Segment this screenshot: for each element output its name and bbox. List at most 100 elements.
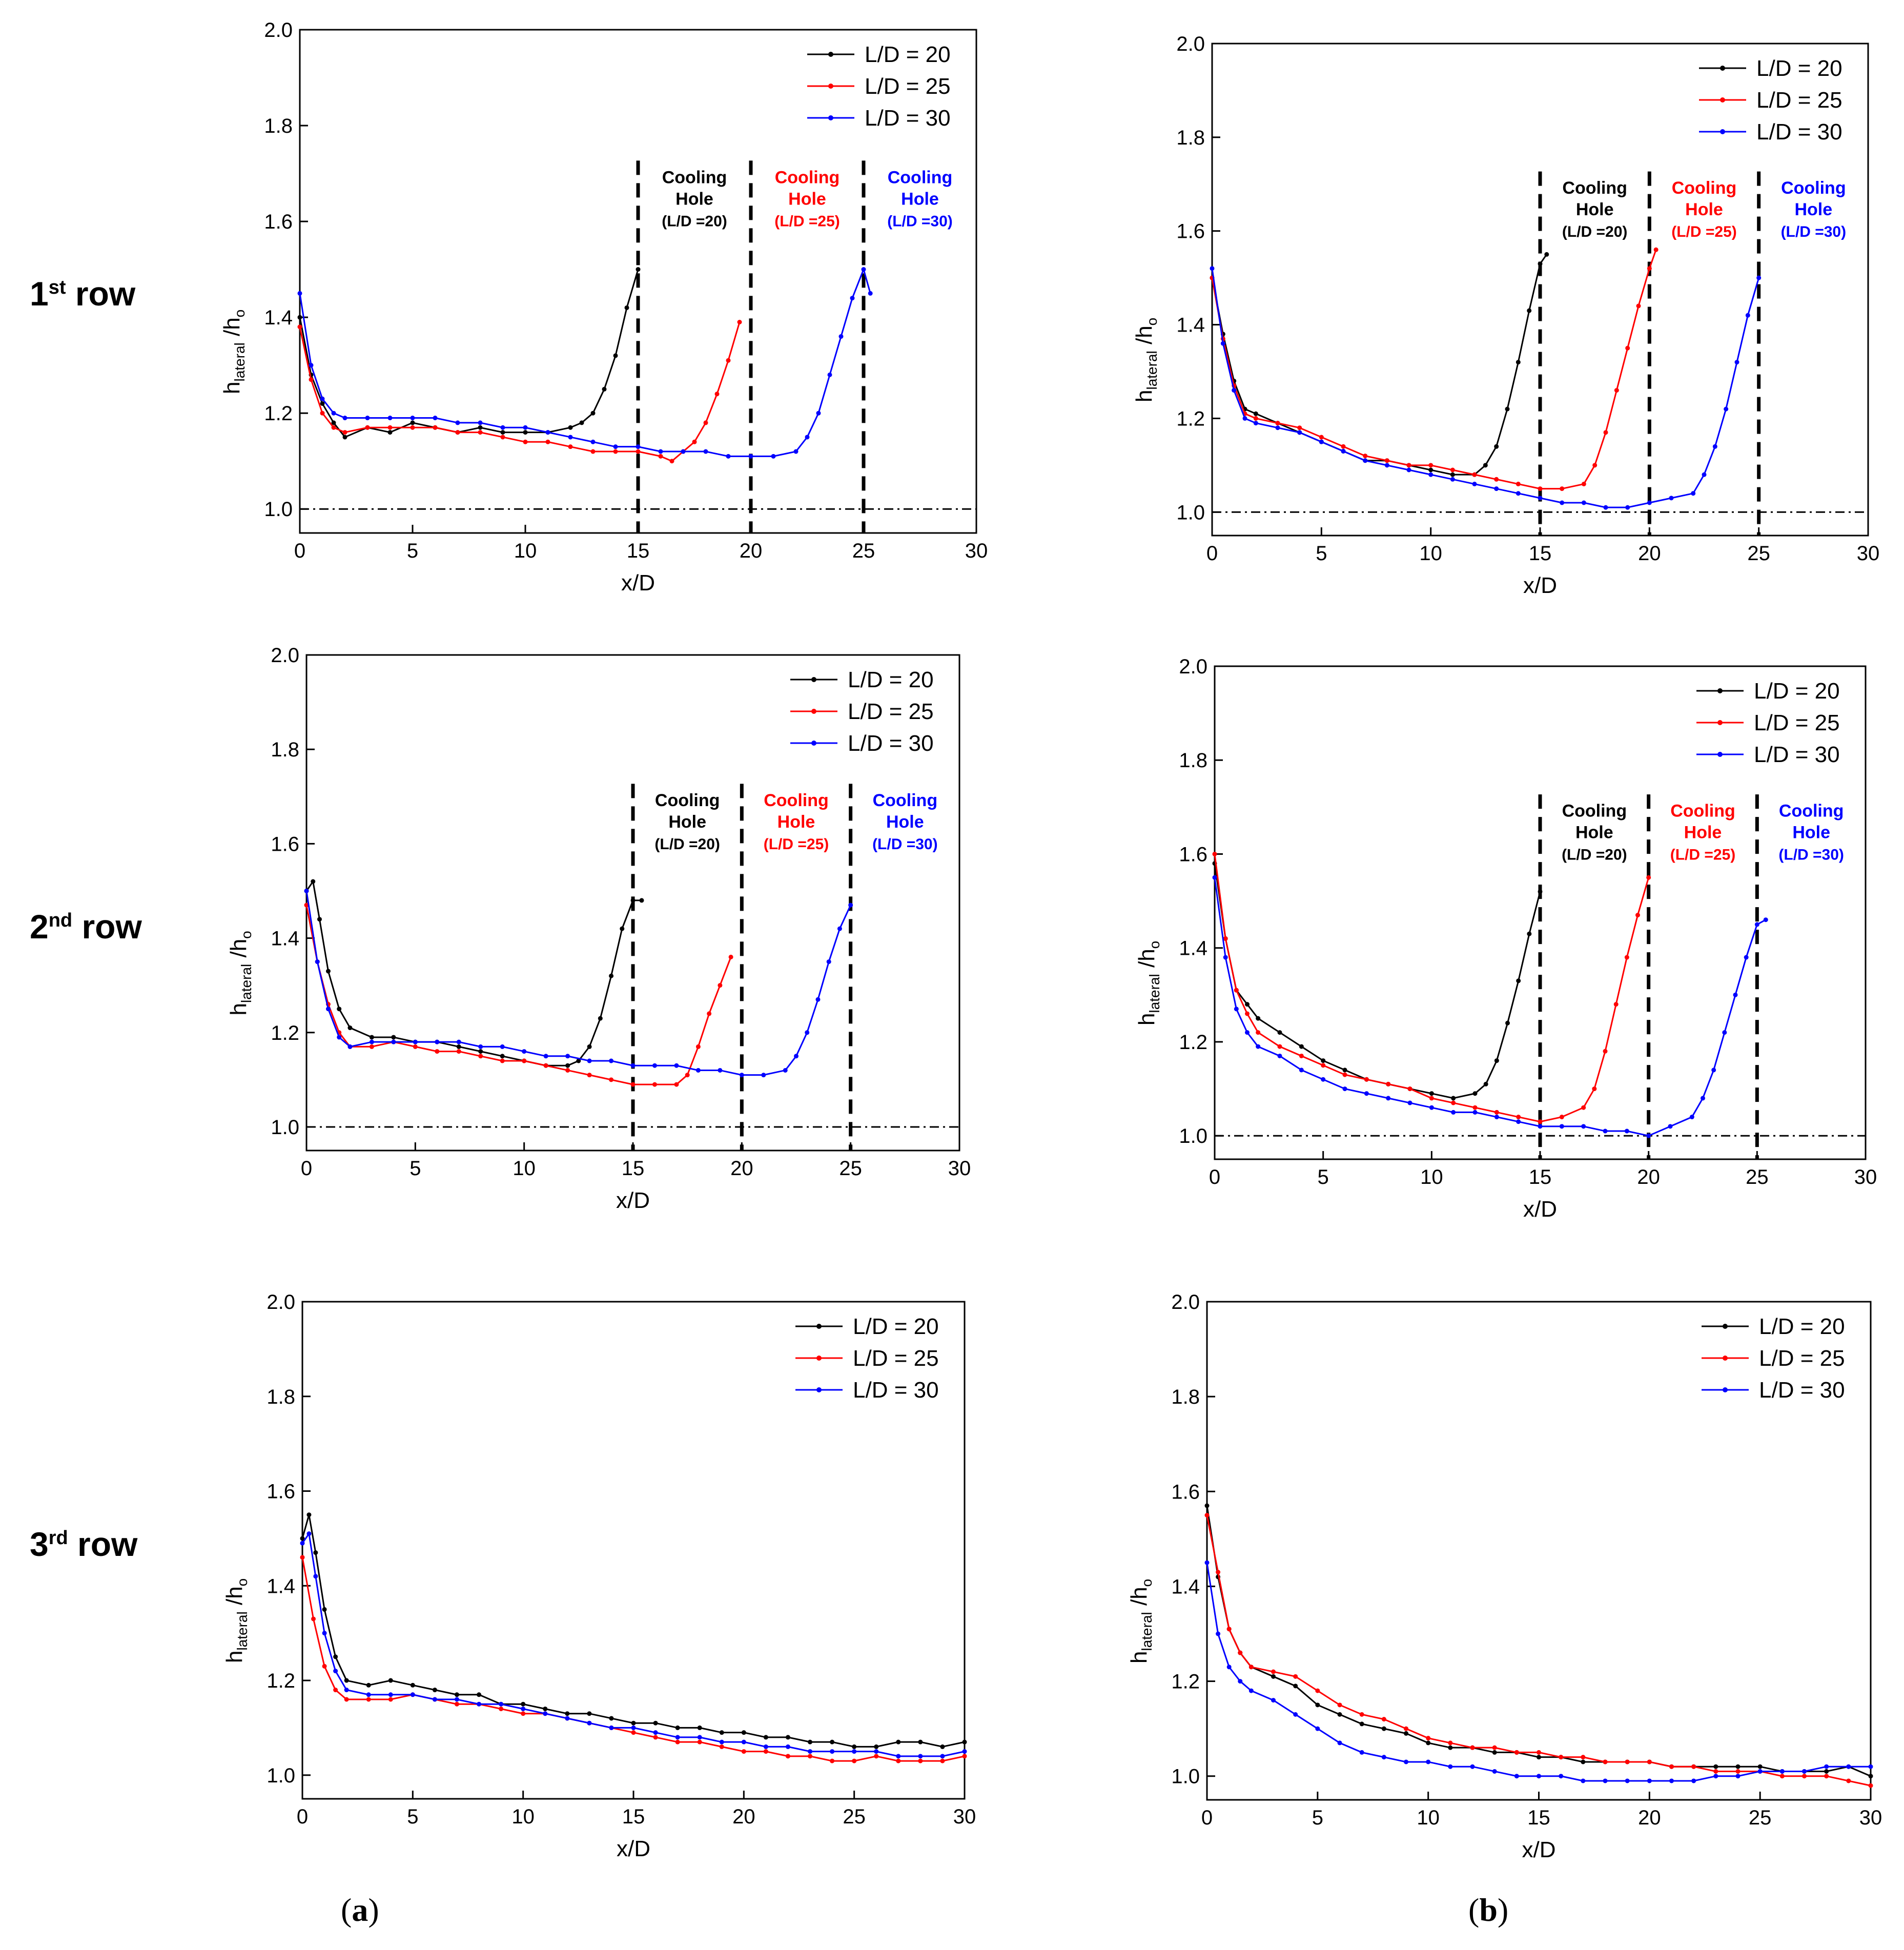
data-point-1 (1537, 1755, 1541, 1760)
data-point-1 (587, 1711, 592, 1716)
data-point-3 (500, 425, 505, 430)
data-point-1 (602, 386, 607, 392)
data-point-3 (1384, 463, 1389, 468)
data-point-3 (739, 1073, 744, 1078)
series-line-1 (299, 269, 639, 438)
y-tick-label: 1.2 (267, 1670, 295, 1692)
cooling-hole-line2: Hole (1576, 200, 1614, 219)
data-point-2 (1625, 345, 1630, 351)
y-tick-label: 1.6 (271, 833, 299, 855)
data-point-3 (1407, 1100, 1412, 1105)
row-label-2nd: 2nd row (30, 908, 142, 946)
y-axis-label: hlateral /ho (219, 310, 248, 394)
cooling-hole-label: Cooling Hole (L/D =25) (1671, 178, 1737, 240)
data-point-2 (410, 425, 415, 430)
data-point-3 (1277, 1053, 1282, 1058)
data-point-3 (1216, 1631, 1221, 1636)
data-point-3 (1756, 275, 1762, 280)
data-point-3 (816, 410, 821, 416)
data-point-3 (1297, 430, 1302, 435)
data-point-2 (366, 1697, 371, 1702)
data-point-1 (366, 1682, 371, 1688)
data-point-3 (1538, 1124, 1543, 1129)
data-point-2 (1384, 458, 1389, 463)
y-label-main: h (1134, 1013, 1159, 1025)
data-point-3 (1763, 917, 1768, 922)
legend-label-3: L/D = 30 (865, 106, 951, 131)
data-point-3 (320, 396, 325, 401)
x-tick-label: 20 (740, 540, 763, 562)
cooling-hole-line1: Cooling (888, 168, 953, 188)
series-line-1 (1214, 863, 1541, 1099)
cooling-hole-label: Cooling Hole (L/D =30) (887, 168, 953, 230)
data-point-2 (545, 439, 550, 444)
data-point-2 (1636, 303, 1641, 309)
x-tick-label: 5 (1316, 542, 1327, 565)
data-point-3 (726, 454, 731, 459)
data-point-2 (675, 1739, 680, 1744)
data-point-2 (413, 1044, 418, 1049)
data-point-2 (874, 1754, 879, 1759)
data-point-1 (1429, 1091, 1434, 1096)
data-point-3 (793, 449, 799, 454)
y-tick-label: 1.0 (1179, 1125, 1207, 1147)
cooling-hole-line3: (L/D =20) (1562, 846, 1627, 863)
y-label-sub2: o (232, 310, 248, 318)
legend-marker-3 (1717, 752, 1723, 757)
data-point-1 (410, 420, 415, 425)
y-tick-label: 2.0 (1171, 1291, 1200, 1313)
x-tick-label: 10 (1420, 1166, 1443, 1188)
data-point-3 (523, 425, 528, 430)
data-point-1 (697, 1725, 702, 1730)
data-point-3 (1223, 955, 1228, 960)
cooling-hole-line2: Hole (1792, 823, 1830, 842)
data-point-2 (478, 430, 483, 435)
data-point-2 (1559, 1755, 1564, 1760)
data-point-3 (918, 1754, 923, 1759)
x-tick-label: 25 (1746, 1166, 1769, 1188)
data-point-1 (477, 1692, 482, 1697)
data-point-2 (1713, 1769, 1718, 1774)
data-point-3 (783, 1068, 788, 1073)
cooling-hole-line1: Cooling (1562, 178, 1627, 198)
data-point-1 (874, 1744, 879, 1749)
data-point-1 (1713, 1764, 1718, 1769)
data-point-1 (639, 898, 644, 903)
data-point-3 (413, 1039, 418, 1044)
x-axis-label: x/D (1523, 573, 1557, 598)
legend-marker-2 (1720, 97, 1725, 102)
data-point-1 (785, 1735, 790, 1740)
y-axis-label: hlateral /ho (1127, 1579, 1155, 1664)
data-point-3 (410, 1692, 415, 1697)
data-point-1 (1527, 931, 1532, 936)
legend-marker-3 (828, 115, 833, 120)
data-point-3 (1779, 1769, 1785, 1774)
cooling-hole-line3: (L/D =30) (887, 213, 953, 230)
chart-b3: 0 5 10 15 20 25 30 1.0 1.2 1.4 1.6 1.8 2.0 x/D hlatera… (1127, 1291, 1882, 1862)
data-point-2 (1428, 463, 1434, 468)
y-tick-label: 1.2 (1179, 1031, 1207, 1054)
data-point-2 (1824, 1774, 1829, 1779)
data-point-1 (940, 1744, 945, 1749)
data-point-3 (432, 1697, 437, 1702)
data-point-3 (630, 1063, 636, 1068)
data-point-3 (1734, 360, 1739, 365)
data-point-3 (454, 1697, 459, 1702)
data-point-1 (369, 1035, 374, 1040)
x-tick-label: 20 (1637, 1166, 1660, 1188)
data-point-1 (317, 917, 322, 922)
data-point-1 (1538, 261, 1543, 266)
x-tick-label: 30 (1854, 1166, 1877, 1188)
data-point-3 (1702, 472, 1707, 477)
data-point-2 (1426, 1736, 1431, 1741)
y-axis-label: hlateral /ho (1134, 941, 1162, 1025)
x-tick-label: 15 (622, 1157, 645, 1180)
cooling-hole-line2: Hole (777, 812, 815, 832)
data-point-3 (1802, 1769, 1807, 1774)
data-point-3 (1669, 1778, 1674, 1783)
data-point-2 (726, 358, 731, 363)
data-point-1 (306, 1512, 312, 1517)
plot-frame (1206, 1301, 1872, 1801)
data-point-1 (1516, 360, 1521, 365)
y-tick-label: 2.0 (1179, 655, 1207, 678)
